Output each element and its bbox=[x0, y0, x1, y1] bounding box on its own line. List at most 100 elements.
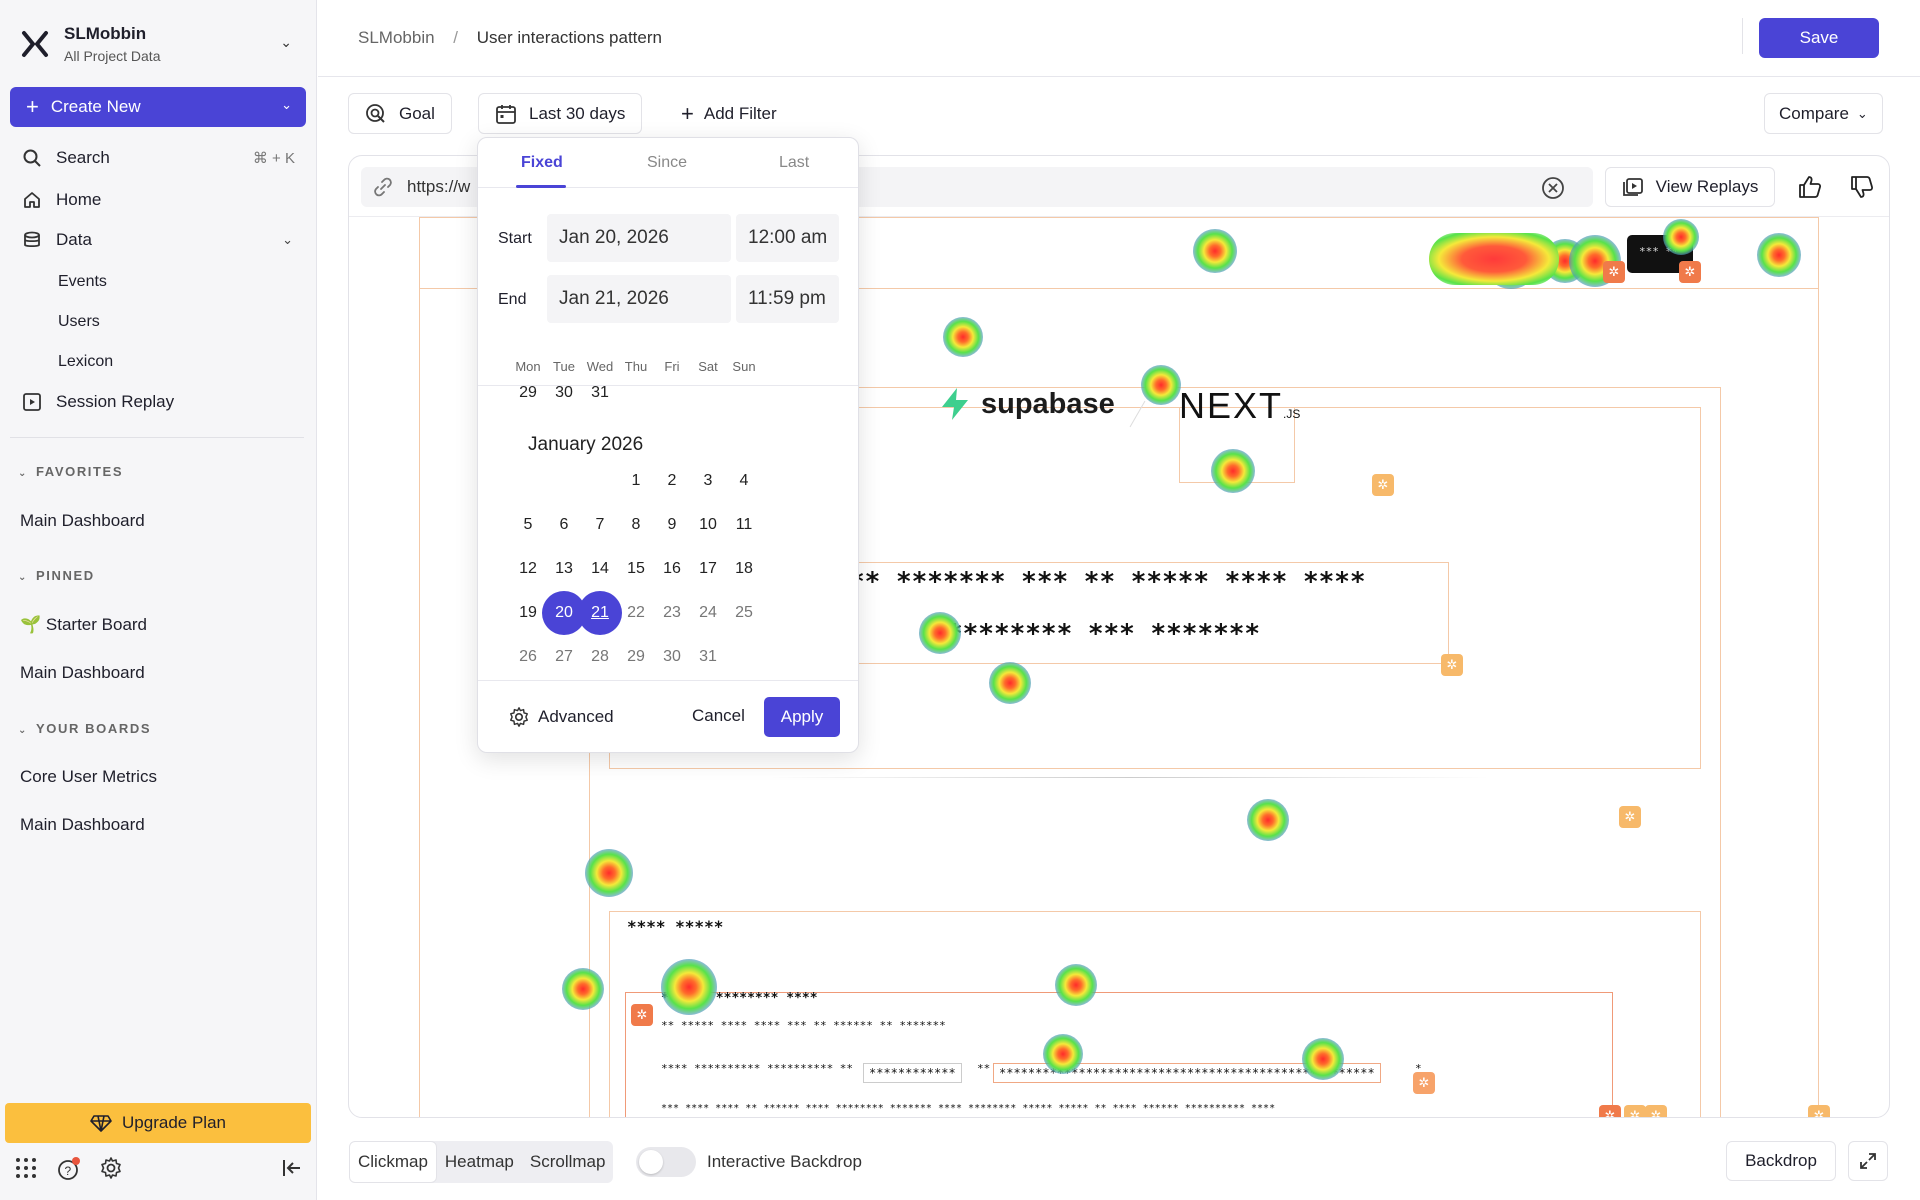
play-square-icon bbox=[1622, 178, 1643, 196]
calendar-day[interactable]: 10 bbox=[699, 516, 717, 533]
start-time-field[interactable]: 12:00 am bbox=[736, 214, 839, 262]
click-marker-icon[interactable]: ✲ bbox=[1603, 261, 1625, 283]
calendar-day[interactable]: 3 bbox=[703, 472, 713, 489]
sidebar-item-data[interactable]: Data ⌄ bbox=[0, 222, 317, 258]
add-filter-button[interactable]: + Add Filter bbox=[681, 100, 777, 126]
calendar-day[interactable]: 30 bbox=[663, 648, 681, 665]
your-boards-section-header[interactable]: ⌄ YOUR BOARDS bbox=[18, 721, 152, 736]
collapse-sidebar-icon[interactable] bbox=[280, 1156, 304, 1180]
plus-icon: + bbox=[26, 94, 39, 119]
board-item[interactable]: Main Dashboard bbox=[20, 663, 145, 682]
calendar-day[interactable]: 1 bbox=[631, 472, 641, 489]
calendar-day[interactable]: 27 bbox=[555, 648, 573, 665]
masked-input[interactable]: ************ bbox=[863, 1063, 962, 1083]
masked-input[interactable]: ****************************************… bbox=[993, 1063, 1381, 1083]
play-square-icon bbox=[23, 393, 41, 411]
calendar-day[interactable]: 16 bbox=[663, 560, 681, 577]
calendar-day[interactable]: 28 bbox=[591, 648, 609, 665]
sidebar-item-session-replay[interactable]: Session Replay bbox=[0, 384, 317, 420]
end-time-field[interactable]: 11:59 pm bbox=[736, 275, 839, 323]
click-marker-icon[interactable]: ✲ bbox=[1645, 1105, 1667, 1117]
calendar-day[interactable]: 11 bbox=[735, 516, 753, 533]
tab-fixed[interactable]: Fixed bbox=[521, 154, 563, 171]
calendar-day[interactable]: 14 bbox=[591, 560, 609, 577]
calendar-day[interactable]: 5 bbox=[523, 516, 533, 533]
calendar-day[interactable]: 21 bbox=[578, 591, 622, 635]
create-new-button[interactable]: + Create New ⌄ bbox=[10, 87, 306, 127]
weekday-label: Mon bbox=[515, 359, 541, 374]
interactive-backdrop-toggle[interactable] bbox=[636, 1147, 696, 1177]
compare-button[interactable]: Compare ⌄ bbox=[1764, 93, 1883, 134]
page-title[interactable]: User interactions pattern bbox=[476, 28, 662, 47]
click-marker-icon[interactable]: ✲ bbox=[1413, 1072, 1435, 1094]
click-marker-icon[interactable]: ✲ bbox=[1441, 654, 1463, 676]
calendar-day[interactable]: 4 bbox=[739, 472, 749, 489]
calendar-day[interactable]: 15 bbox=[627, 560, 645, 577]
calendar-day[interactable]: 19 bbox=[519, 604, 537, 621]
click-marker-icon[interactable]: ✲ bbox=[1619, 806, 1641, 828]
calendar-day[interactable]: 17 bbox=[699, 560, 717, 577]
calendar-day[interactable]: 22 bbox=[627, 604, 645, 621]
favorites-section-header[interactable]: ⌄ FAVORITES bbox=[18, 464, 124, 479]
click-marker-icon[interactable]: ✲ bbox=[1372, 474, 1394, 496]
mode-scrollmap[interactable]: Scrollmap bbox=[529, 1152, 606, 1171]
calendar-day[interactable]: 8 bbox=[631, 516, 641, 533]
click-marker-icon[interactable]: ✲ bbox=[1624, 1105, 1646, 1117]
save-button[interactable]: Save bbox=[1759, 18, 1879, 58]
sidebar-item-events[interactable]: Events bbox=[58, 273, 107, 290]
project-switcher[interactable]: SLMobbin All Project Data ⌄ bbox=[20, 22, 300, 66]
end-date-field[interactable]: Jan 21, 2026 bbox=[547, 275, 731, 323]
mode-clickmap[interactable]: Clickmap bbox=[349, 1141, 437, 1183]
calendar-day[interactable]: 13 bbox=[555, 560, 573, 577]
thumbs-down-icon[interactable] bbox=[1849, 174, 1875, 200]
calendar-day[interactable]: 29 bbox=[519, 384, 537, 401]
calendar-day[interactable]: 30 bbox=[555, 384, 573, 401]
calendar-day[interactable]: 6 bbox=[559, 516, 569, 533]
view-replays-button[interactable]: View Replays bbox=[1605, 167, 1775, 207]
click-marker-icon[interactable]: ✲ bbox=[1808, 1105, 1830, 1117]
upgrade-plan-button[interactable]: Upgrade Plan bbox=[5, 1103, 311, 1143]
calendar-day[interactable]: 7 bbox=[595, 516, 605, 533]
calendar-day[interactable]: 12 bbox=[519, 560, 537, 577]
click-marker-icon[interactable]: ✲ bbox=[1599, 1105, 1621, 1117]
board-item[interactable]: Main Dashboard bbox=[20, 511, 145, 530]
expand-button[interactable] bbox=[1848, 1141, 1888, 1181]
calendar-day[interactable]: 24 bbox=[699, 604, 717, 621]
thumbs-up-icon[interactable] bbox=[1797, 174, 1823, 200]
mode-heatmap[interactable]: Heatmap bbox=[444, 1152, 514, 1171]
tab-since[interactable]: Since bbox=[647, 154, 688, 171]
calendar-day[interactable]: 9 bbox=[667, 516, 677, 533]
breadcrumb-root[interactable]: SLMobbin bbox=[358, 28, 435, 47]
cancel-button[interactable]: Cancel bbox=[692, 706, 745, 725]
calendar-day[interactable]: 31 bbox=[591, 384, 609, 401]
backdrop-button[interactable]: Backdrop bbox=[1726, 1141, 1836, 1181]
calendar-day[interactable]: 29 bbox=[627, 648, 645, 665]
calendar-day[interactable]: 26 bbox=[519, 648, 537, 665]
goal-button[interactable]: Goal bbox=[348, 93, 452, 134]
click-marker-icon[interactable]: ✲ bbox=[1679, 261, 1701, 283]
calendar-day[interactable]: 31 bbox=[699, 648, 717, 665]
sidebar-item-users[interactable]: Users bbox=[58, 313, 100, 330]
help-icon[interactable]: ? bbox=[56, 1156, 82, 1182]
start-date-field[interactable]: Jan 20, 2026 bbox=[547, 214, 731, 262]
apply-button[interactable]: Apply bbox=[764, 697, 840, 737]
advanced-button[interactable]: Advanced bbox=[508, 706, 614, 728]
sidebar-item-home[interactable]: Home bbox=[0, 182, 317, 218]
apps-grid-icon[interactable] bbox=[14, 1156, 38, 1180]
tab-last[interactable]: Last bbox=[779, 154, 810, 171]
date-range-button[interactable]: Last 30 days bbox=[478, 93, 643, 134]
month-title: January 2026 bbox=[528, 434, 644, 455]
board-item[interactable]: Core User Metrics bbox=[20, 767, 157, 786]
gear-icon[interactable] bbox=[99, 1156, 123, 1180]
pinned-section-header[interactable]: ⌄ PINNED bbox=[18, 568, 95, 583]
sidebar-item-lexicon[interactable]: Lexicon bbox=[58, 353, 114, 370]
sidebar-item-search[interactable]: Search ⌘ + K bbox=[0, 140, 317, 176]
board-item[interactable]: Main Dashboard bbox=[20, 815, 145, 834]
board-item[interactable]: 🌱 Starter Board bbox=[20, 615, 148, 634]
calendar-day[interactable]: 23 bbox=[663, 604, 681, 621]
calendar-day[interactable]: 25 bbox=[735, 604, 753, 621]
click-marker-icon[interactable]: ✲ bbox=[631, 1004, 653, 1026]
calendar-day[interactable]: 18 bbox=[735, 560, 753, 577]
clear-circle-icon[interactable] bbox=[1541, 176, 1565, 200]
calendar-day[interactable]: 2 bbox=[667, 472, 677, 489]
